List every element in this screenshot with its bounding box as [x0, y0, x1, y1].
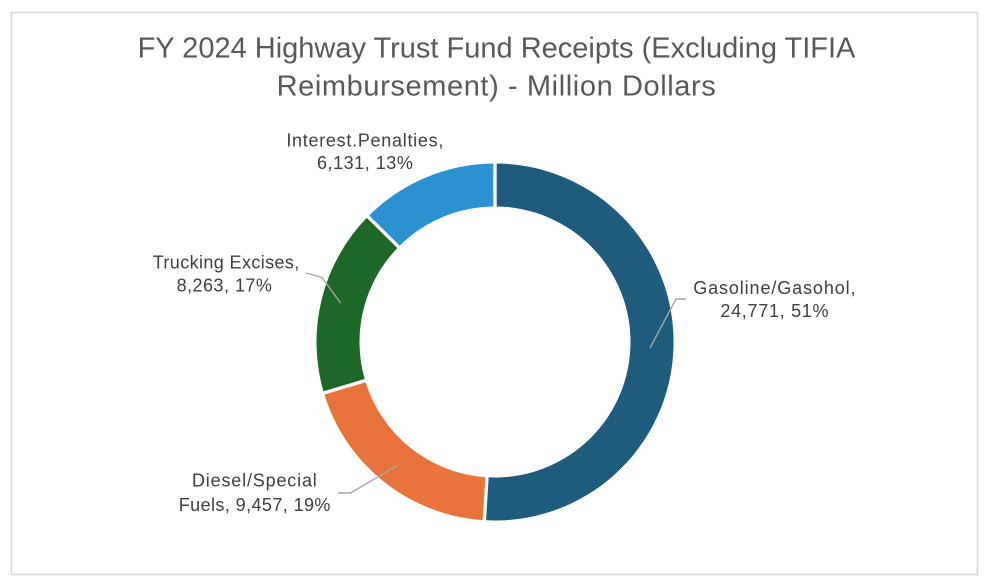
svg-text:Trucking Excises,: Trucking Excises,: [153, 252, 300, 272]
svg-text:6,131, 13%: 6,131, 13%: [317, 153, 413, 173]
svg-text:Interest.Penalties,: Interest.Penalties,: [286, 131, 444, 151]
svg-text:Gasoline/Gasohol,: Gasoline/Gasohol,: [693, 278, 856, 298]
svg-text:Fuels, 9,457, 19%: Fuels, 9,457, 19%: [179, 495, 331, 515]
svg-text:Reimbursement) - Million Dolla: Reimbursement) - Million Dollars: [277, 71, 717, 103]
svg-text:FY 2024 Highway Trust Fund Rec: FY 2024 Highway Trust Fund Receipts (Exc…: [138, 33, 856, 65]
svg-text:24,771, 51%: 24,771, 51%: [720, 301, 829, 321]
svg-text:8,263, 17%: 8,263, 17%: [177, 276, 273, 296]
svg-text:Diesel/Special: Diesel/Special: [192, 471, 318, 491]
